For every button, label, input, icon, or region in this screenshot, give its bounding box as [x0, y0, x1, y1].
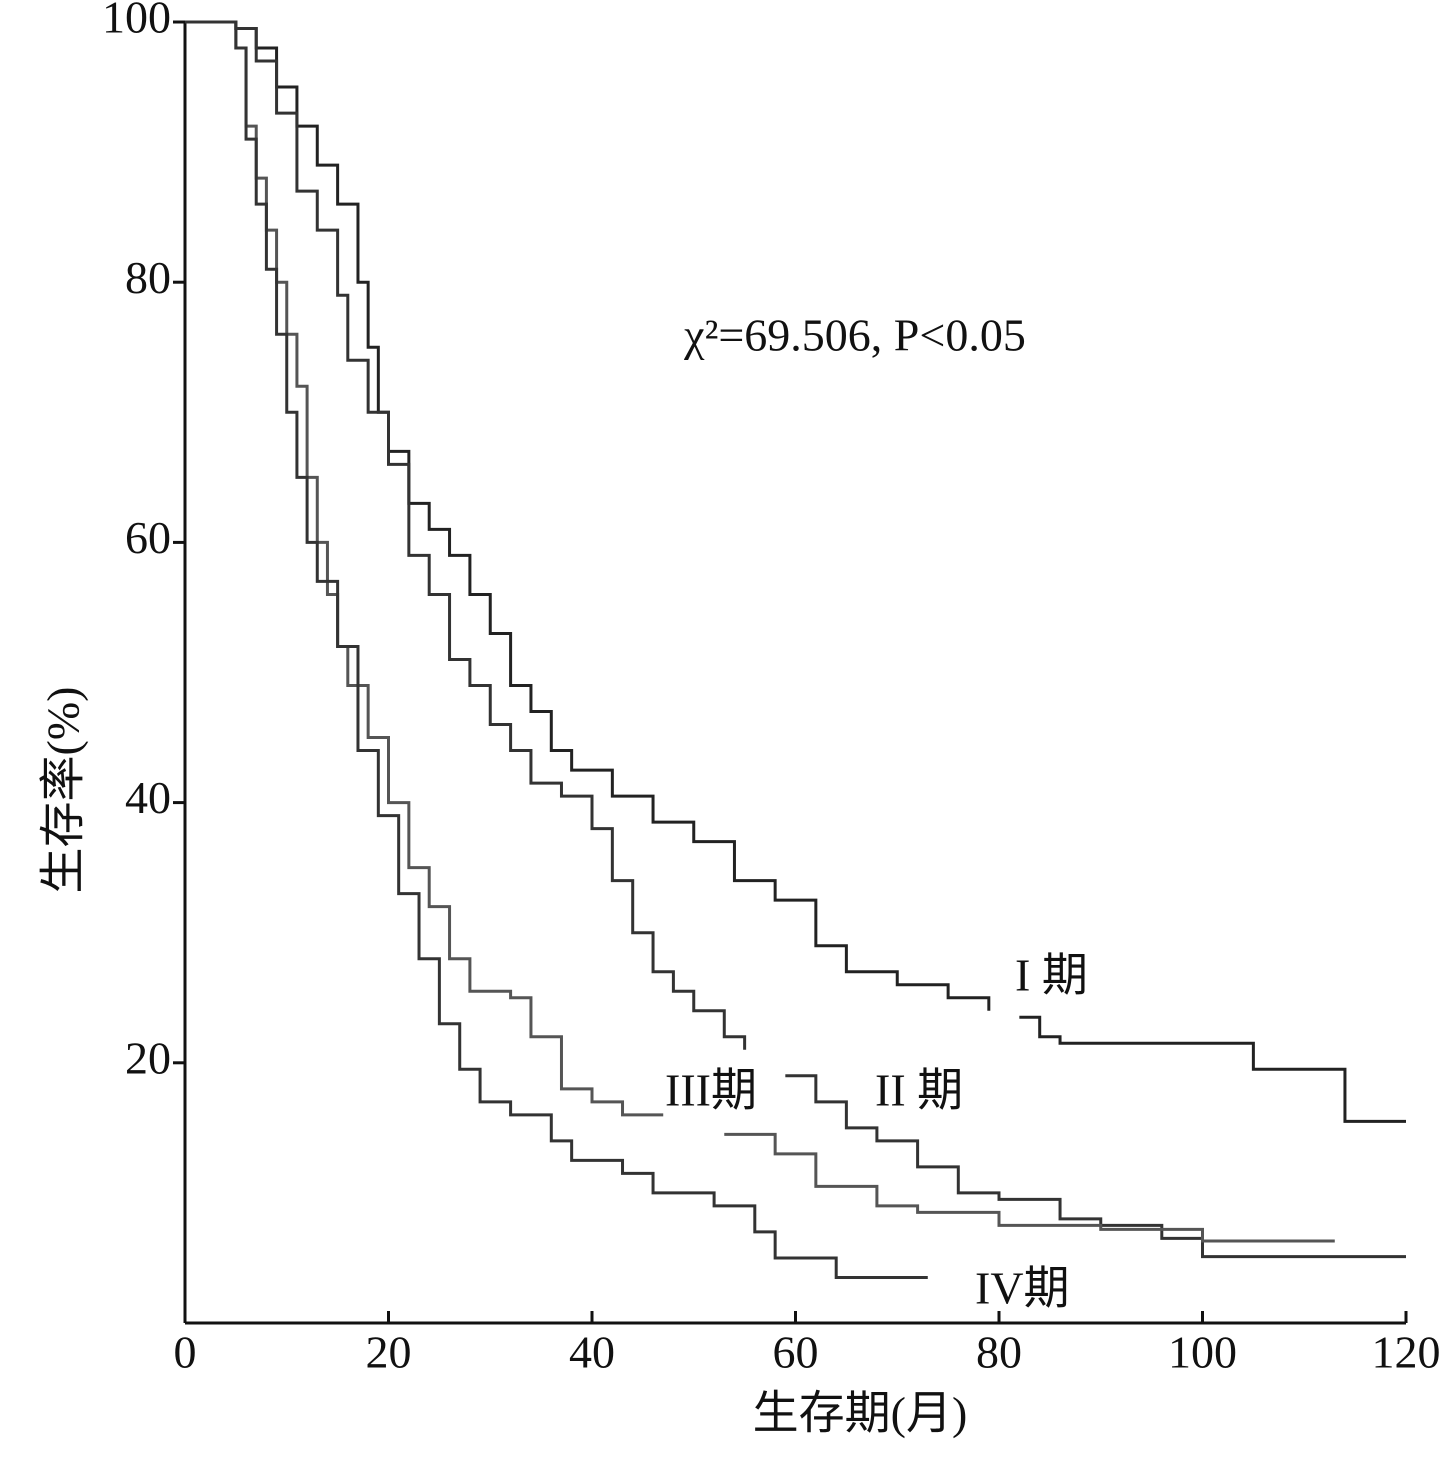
- annotation: χ²=69.506, P<0.05: [683, 310, 1026, 361]
- x-axis-label: 生存期(月): [753, 1388, 968, 1439]
- y-tick-label: 60: [125, 512, 171, 563]
- y-tick-label: 80: [125, 252, 171, 303]
- y-axis-label: 生存率(%): [38, 687, 89, 894]
- x-tick-label: 0: [174, 1327, 197, 1378]
- x-tick-label: 40: [569, 1327, 615, 1378]
- y-tick-label: 100: [102, 0, 171, 43]
- y-tick-label: 20: [125, 1032, 171, 1083]
- x-tick-label: 80: [976, 1327, 1022, 1378]
- survival-curve: [185, 20, 928, 1279]
- x-tick-label: 120: [1372, 1327, 1441, 1378]
- series-label: II 期: [875, 1065, 963, 1116]
- series-label: III期: [665, 1065, 757, 1116]
- survival-curve: [185, 20, 1406, 1123]
- survival-curve: [185, 20, 1406, 1259]
- x-tick-label: 100: [1168, 1327, 1237, 1378]
- x-tick-label: 20: [366, 1327, 412, 1378]
- series-label: I 期: [1015, 950, 1088, 1001]
- y-tick-label: 40: [125, 772, 171, 823]
- x-tick-label: 60: [773, 1327, 819, 1378]
- series-label: IV期: [975, 1263, 1070, 1314]
